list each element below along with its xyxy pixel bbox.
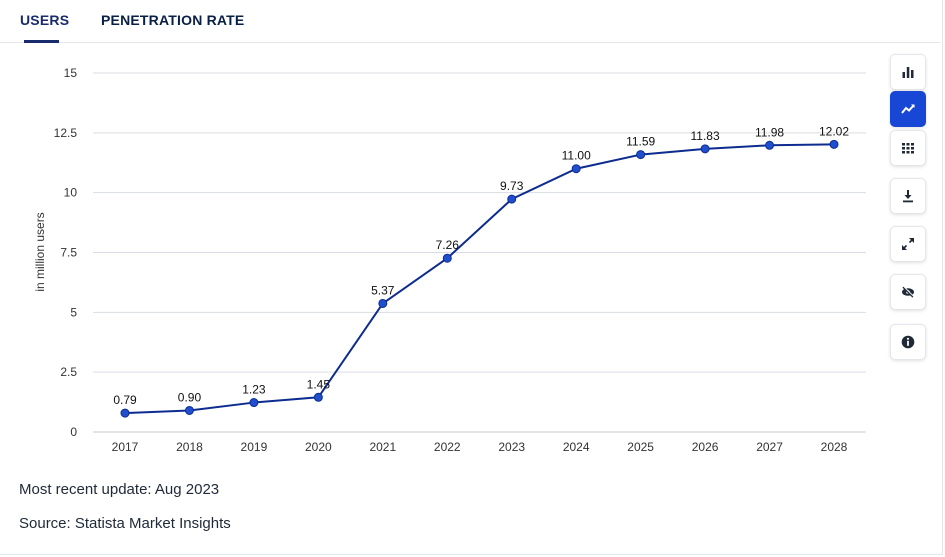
data-label: 7.26 bbox=[436, 238, 460, 252]
x-tick-label: 2022 bbox=[434, 440, 461, 454]
data-point bbox=[249, 398, 259, 408]
data-point bbox=[507, 194, 517, 204]
download-button[interactable] bbox=[890, 178, 926, 214]
table-icon bbox=[902, 143, 914, 154]
x-tick-label: 2023 bbox=[498, 440, 525, 454]
data-label: 12.02 bbox=[819, 124, 849, 138]
line-chart: 0 2.5 5 7.5 10 12.5 15 2017 2018 2019 2020 2021 2022… bbox=[33, 66, 866, 454]
y-tick-label: 0 bbox=[70, 425, 77, 439]
y-tick-label: 15 bbox=[64, 66, 78, 80]
x-tick-label: 2018 bbox=[176, 440, 203, 454]
data-point bbox=[829, 139, 839, 149]
x-tick-label: 2024 bbox=[563, 440, 590, 454]
data-point bbox=[571, 164, 581, 174]
line-chart-icon bbox=[901, 104, 915, 114]
bar-chart-button[interactable] bbox=[890, 54, 926, 90]
info-icon bbox=[901, 335, 915, 349]
data-label: 0.79 bbox=[113, 393, 137, 407]
fullscreen-icon bbox=[902, 238, 914, 250]
data-label: 1.45 bbox=[307, 377, 331, 391]
hide-button[interactable] bbox=[890, 274, 926, 310]
data-point bbox=[636, 150, 646, 160]
bar-chart-icon bbox=[902, 67, 914, 78]
x-tick-label: 2019 bbox=[241, 440, 268, 454]
x-tick-label: 2020 bbox=[305, 440, 332, 454]
tab-users[interactable]: USERS bbox=[20, 12, 70, 28]
x-tick-label: 2027 bbox=[756, 440, 783, 454]
data-label: 5.37 bbox=[371, 283, 395, 297]
y-tick-label: 12.5 bbox=[54, 126, 78, 140]
fullscreen-button[interactable] bbox=[890, 226, 926, 262]
data-label: 11.00 bbox=[562, 149, 591, 163]
y-axis-label: in million users bbox=[33, 212, 47, 291]
x-tick-label: 2017 bbox=[112, 440, 139, 454]
data-point bbox=[184, 405, 194, 415]
info-button[interactable] bbox=[890, 324, 926, 360]
tab-penetration-rate[interactable]: PENETRATION RATE bbox=[101, 12, 245, 28]
data-label: 1.23 bbox=[242, 383, 266, 397]
data-point bbox=[378, 298, 388, 308]
x-tick-label: 2025 bbox=[627, 440, 654, 454]
update-note: Most recent update: Aug 2023 bbox=[19, 481, 220, 498]
series-line bbox=[124, 143, 835, 415]
line-chart-button[interactable] bbox=[890, 91, 926, 127]
x-tick-label: 2021 bbox=[369, 440, 396, 454]
data-point bbox=[120, 408, 130, 418]
data-point bbox=[700, 144, 710, 154]
data-label: 11.59 bbox=[626, 135, 655, 149]
x-tick-label: 2028 bbox=[821, 440, 848, 454]
data-label: 9.73 bbox=[500, 179, 524, 193]
active-tab-indicator bbox=[24, 40, 59, 43]
data-label: 0.90 bbox=[178, 390, 202, 404]
hide-icon bbox=[902, 285, 914, 298]
download-icon bbox=[903, 190, 913, 203]
x-tick-label: 2026 bbox=[692, 440, 719, 454]
y-tick-label: 7.5 bbox=[60, 246, 77, 260]
tab-bar: USERS PENETRATION RATE bbox=[0, 0, 940, 43]
data-label: 11.83 bbox=[691, 129, 720, 143]
source-note: Source: Statista Market Insights bbox=[19, 515, 231, 532]
y-tick-label: 5 bbox=[70, 305, 77, 319]
y-tick-label: 2.5 bbox=[60, 365, 77, 379]
y-tick-label: 10 bbox=[64, 186, 78, 200]
data-point bbox=[442, 253, 452, 263]
data-point bbox=[765, 140, 775, 150]
table-button[interactable] bbox=[890, 130, 926, 166]
data-point bbox=[313, 392, 323, 402]
data-label: 11.98 bbox=[755, 125, 784, 139]
